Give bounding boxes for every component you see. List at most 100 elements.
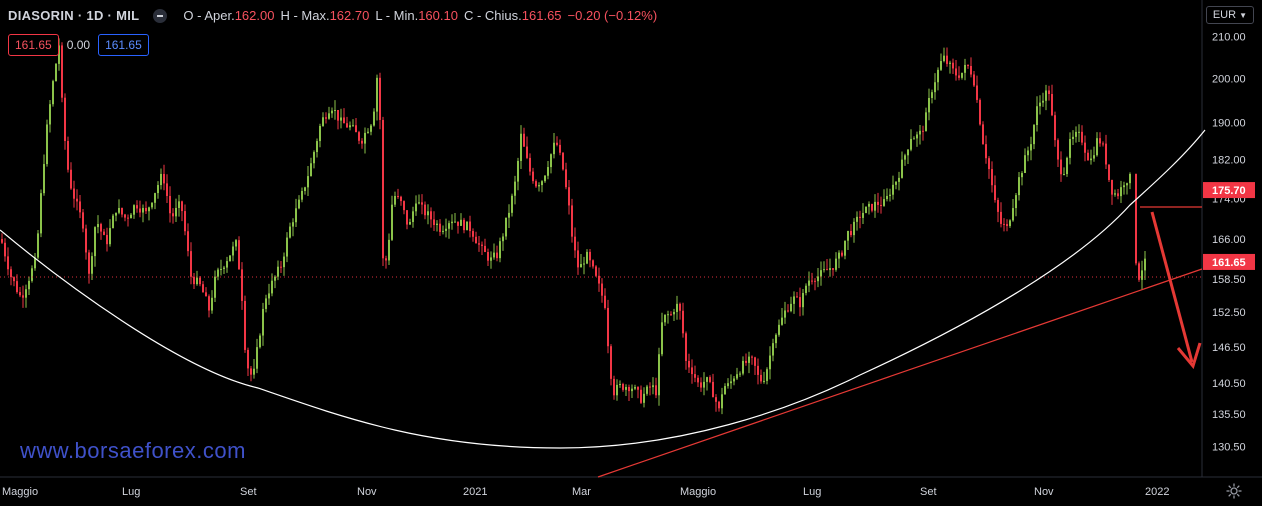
open-label: O - Aper. (183, 8, 235, 23)
candle-body (955, 68, 957, 76)
candle-body (844, 240, 846, 256)
candle-body (1, 239, 3, 243)
candle-body (199, 277, 201, 285)
candle-body (892, 184, 894, 195)
candle-body (556, 142, 558, 145)
candle-body (544, 175, 546, 182)
candle-body (427, 211, 429, 216)
candle-body (502, 236, 504, 242)
candle-body (121, 208, 123, 215)
watermark-text: www.borsaeforex.com (20, 438, 246, 463)
candle-body (1000, 211, 1002, 224)
candle-body (187, 231, 189, 252)
candle-body (1033, 125, 1035, 145)
candle-body (205, 292, 207, 297)
candle-body (148, 207, 150, 212)
candle-body (1012, 208, 1014, 221)
candle-body (304, 187, 306, 191)
candle-body (421, 202, 423, 205)
candle-body (256, 347, 258, 369)
candle-body (1066, 157, 1068, 175)
candle-body (541, 181, 543, 186)
candle-body (589, 251, 591, 261)
candle-body (604, 295, 606, 308)
candle-body (373, 111, 375, 126)
chevron-down-icon: ▼ (1239, 11, 1247, 20)
time-tick-label: Lug (803, 486, 821, 498)
candle-body (607, 307, 609, 347)
candle-body (646, 386, 648, 394)
candle-body (4, 242, 6, 257)
candle-body (904, 155, 906, 160)
candle-body (1138, 263, 1140, 280)
candle-body (163, 173, 165, 184)
candle-body (985, 144, 987, 159)
candle-body (22, 295, 24, 298)
candle-body (712, 381, 714, 398)
candle-body (286, 237, 288, 257)
candle-body (472, 231, 474, 237)
candle-body (403, 201, 405, 211)
candle-body (1084, 142, 1086, 153)
candle-body (451, 221, 453, 224)
candle-body (433, 219, 435, 225)
candle-body (88, 252, 90, 274)
candle-body (853, 221, 855, 236)
price-tag-box (1203, 253, 1255, 270)
candle-body (1003, 223, 1005, 225)
candle-body (448, 223, 450, 229)
candle-body (841, 252, 843, 256)
candle-body (268, 293, 270, 299)
candle-body (709, 377, 711, 382)
minus-icon[interactable] (153, 8, 168, 23)
candle-body (406, 210, 408, 225)
candle-body (337, 109, 339, 121)
candle-body (811, 280, 813, 282)
candle-body (766, 369, 768, 381)
candle-body (586, 251, 588, 264)
symbol-title[interactable]: DIASORIN · 1D · MIL (8, 8, 140, 23)
candle-body (973, 74, 975, 86)
candle-body (418, 202, 420, 204)
candle-body (1063, 174, 1065, 176)
candle-body (1006, 224, 1008, 226)
candle-body (814, 280, 816, 282)
candle-body (508, 212, 510, 218)
price-axis[interactable]: 210.00200.00190.00182.00174.00166.00158.… (1212, 31, 1246, 453)
candle-body (1141, 270, 1143, 280)
currency-selector[interactable]: EUR ▼ (1205, 6, 1254, 24)
candle-body (679, 303, 681, 311)
candle-body (796, 296, 798, 298)
candle-body (259, 335, 261, 348)
candle-body (754, 357, 756, 366)
candle-body (778, 324, 780, 335)
time-tick-label: Maggio (680, 486, 716, 498)
candle-body (424, 204, 426, 216)
time-axis[interactable]: Maggio Lug Set Nov 2021 Mar Maggio Lug Set Nov 202… (2, 486, 1169, 498)
candle-body (481, 244, 483, 246)
candle-body (664, 314, 666, 323)
gear-icon[interactable] (1226, 483, 1242, 499)
candle-body (97, 224, 99, 228)
candle-body (376, 77, 378, 112)
candle-body (574, 236, 576, 251)
candle-body (625, 387, 627, 390)
candle-body (250, 368, 252, 375)
time-tick-label: Mar (572, 486, 591, 498)
candle-body (553, 142, 555, 155)
candle-body (1117, 193, 1119, 197)
candle-body (343, 117, 345, 124)
candle-body (583, 263, 585, 265)
candle-body (328, 113, 330, 119)
candle-body (790, 303, 792, 312)
candle-body (220, 268, 222, 270)
candle-body (79, 201, 81, 213)
candle-body (742, 360, 744, 374)
candle-body (1048, 90, 1050, 95)
candle-body (805, 285, 807, 293)
candle-body (916, 134, 918, 139)
candle-body (640, 389, 642, 403)
candle-body (346, 123, 348, 128)
indicator-value-b: 0.00 (66, 38, 91, 52)
